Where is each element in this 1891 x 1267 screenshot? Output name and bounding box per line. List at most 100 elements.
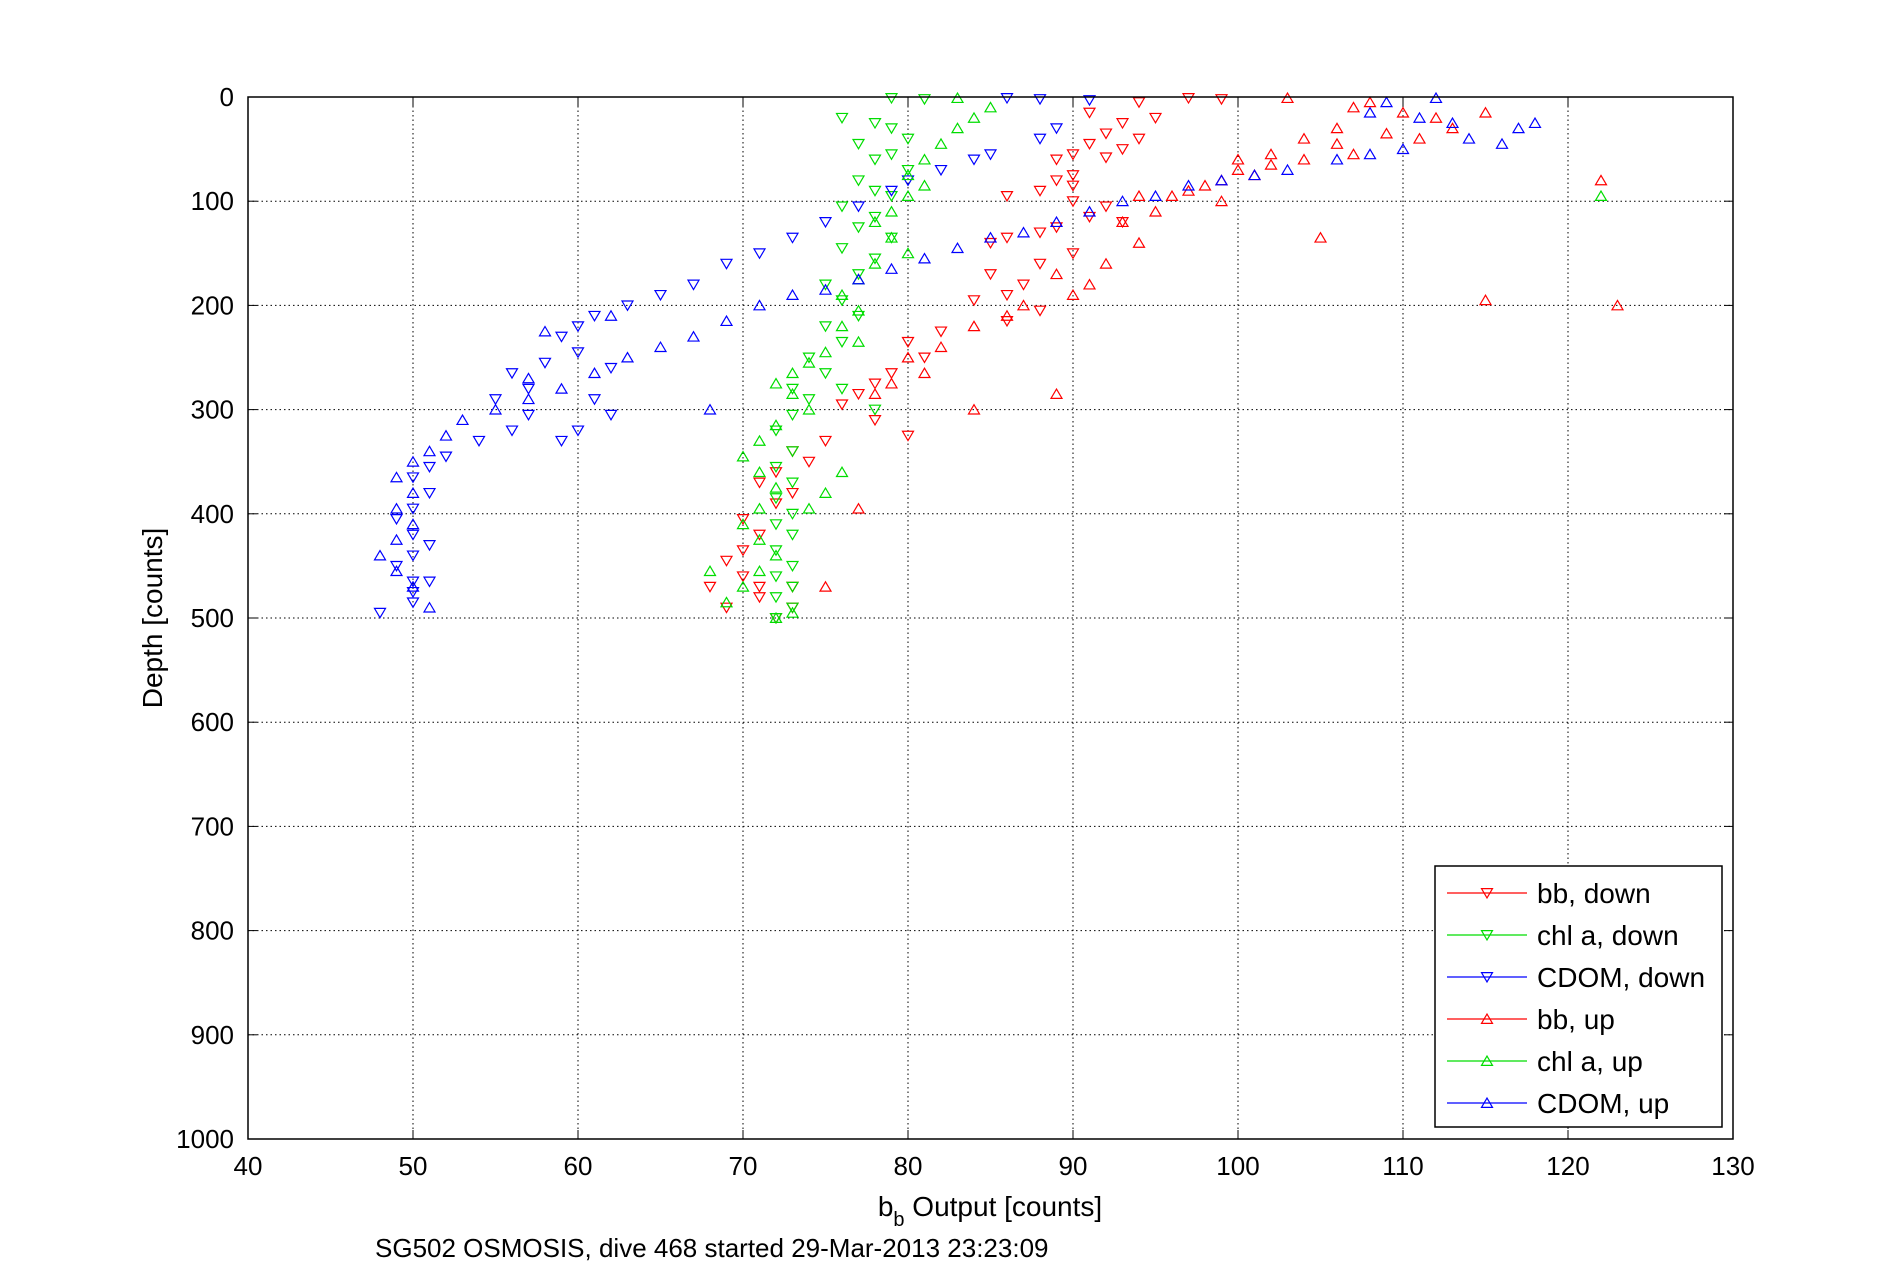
data-point [1000, 289, 1014, 302]
data-point [983, 101, 998, 113]
y-tick-label: 300 [191, 395, 234, 425]
data-point [1099, 257, 1113, 269]
data-point [1049, 268, 1064, 280]
data-point [1000, 93, 1014, 105]
data-point [983, 269, 998, 281]
data-point [769, 545, 783, 557]
data-point [884, 262, 899, 274]
data-point [389, 514, 404, 526]
data-point [488, 394, 503, 406]
data-point [439, 451, 453, 463]
data-point [1214, 195, 1229, 207]
data-point [835, 320, 849, 332]
data-point [769, 571, 783, 583]
series-cdom-down [373, 93, 1097, 619]
data-point [1066, 288, 1080, 300]
data-point [884, 123, 899, 135]
data-point [835, 336, 849, 349]
data-point [505, 368, 519, 380]
x-tick-label: 110 [1382, 1151, 1423, 1181]
data-point [752, 533, 767, 545]
data-point [1280, 163, 1295, 175]
data-point [1115, 215, 1130, 228]
data-point [1016, 226, 1031, 238]
data-point [752, 299, 767, 311]
x-tick-label: 100 [1216, 1151, 1259, 1181]
data-point [488, 403, 503, 415]
data-point [934, 340, 948, 353]
data-point [1115, 195, 1130, 207]
data-point [1000, 232, 1014, 244]
data-point [719, 602, 734, 614]
data-point [1346, 101, 1361, 113]
data-point [538, 325, 552, 337]
data-point [587, 310, 602, 322]
data-point [1148, 205, 1163, 217]
data-point [851, 201, 866, 213]
data-point [1082, 95, 1097, 107]
data-point [1462, 132, 1476, 144]
data-point [769, 461, 783, 474]
data-point [1330, 122, 1344, 134]
data-point [571, 425, 585, 437]
data-point [1033, 185, 1047, 197]
data-point [373, 607, 387, 619]
data-point [818, 580, 833, 592]
data-point [752, 248, 767, 260]
data-point [917, 252, 932, 264]
data-point [851, 502, 866, 514]
data-point [1082, 278, 1097, 290]
data-point [769, 493, 783, 505]
data-point [1181, 179, 1196, 191]
data-point [752, 581, 767, 593]
x-tick-label: 80 [894, 1151, 923, 1181]
data-point [785, 560, 800, 573]
data-point [901, 164, 915, 177]
data-point [851, 388, 866, 401]
data-point [785, 387, 800, 399]
data-point [1148, 189, 1163, 201]
y-tick-label: 200 [191, 290, 234, 320]
x-tick-label: 50 [399, 1151, 428, 1181]
data-point [884, 377, 899, 389]
data-point [1363, 148, 1377, 160]
data-point [1412, 111, 1427, 123]
data-point [967, 111, 981, 123]
data-point [1264, 158, 1278, 170]
data-point [835, 201, 849, 213]
x-tick-label: 130 [1711, 1151, 1754, 1181]
data-point [884, 205, 899, 217]
data-point [901, 189, 915, 201]
legend-label: CDOM, up [1537, 1088, 1669, 1119]
data-point [719, 596, 734, 608]
data-point [818, 486, 833, 498]
data-point [769, 481, 783, 493]
data-point [1148, 112, 1163, 124]
data-point [1099, 128, 1113, 140]
x-tick-label: 70 [729, 1151, 758, 1181]
data-point [406, 576, 420, 588]
data-point [521, 372, 536, 384]
data-point [769, 592, 783, 604]
data-point [604, 409, 618, 421]
data-point [851, 138, 866, 151]
data-point [1049, 222, 1064, 234]
data-point [785, 366, 800, 379]
data-point [736, 514, 750, 526]
legend-label: CDOM, down [1537, 962, 1705, 993]
data-point [1115, 118, 1130, 130]
data-point [1610, 299, 1625, 311]
data-point [373, 549, 387, 561]
data-point [1594, 174, 1608, 186]
data-point [835, 288, 849, 300]
data-point [406, 472, 420, 484]
data-point [1033, 305, 1047, 317]
data-point [422, 601, 437, 613]
grid [248, 97, 1733, 1139]
data-point [868, 215, 882, 228]
data-point [406, 586, 420, 599]
legend-label: bb, down [1537, 878, 1651, 909]
series-chl-a-up [703, 91, 1608, 624]
data-point [967, 154, 981, 166]
data-point [719, 555, 734, 567]
